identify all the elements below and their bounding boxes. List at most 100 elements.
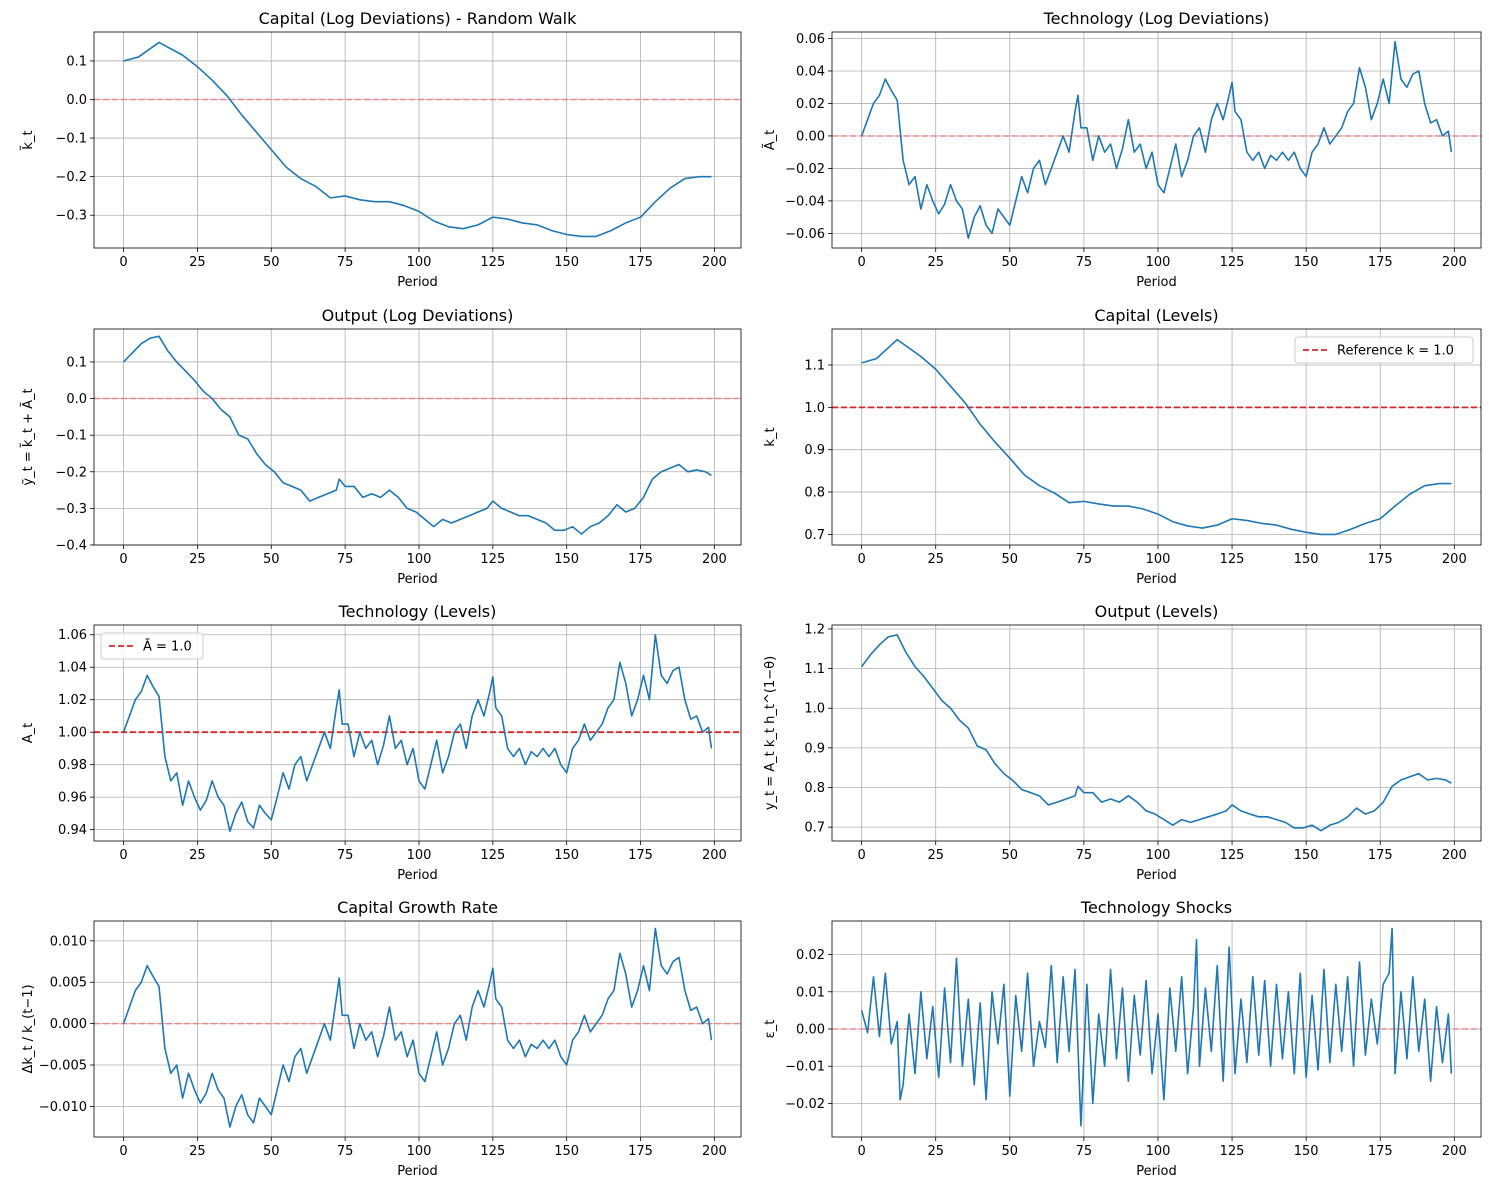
y-tick-label: 0.9 bbox=[804, 741, 825, 756]
x-tick-label: 200 bbox=[702, 552, 727, 567]
subplot-title: Technology (Log Deviations) bbox=[1043, 9, 1270, 28]
subplot-5: 0 25 50 75 100 125 150 175 200 0.94 0.96 0.98 1.00 1.… bbox=[21, 602, 742, 883]
y-tick-label: 0.00 bbox=[796, 129, 825, 144]
x-tick-label: 0 bbox=[119, 848, 127, 863]
x-tick-label: 175 bbox=[628, 848, 653, 863]
subplot-4: 0 25 50 75 100 125 150 175 200 0.7 0.8 0.9 1.0 1.1 Cap… bbox=[763, 306, 1482, 587]
series-line bbox=[861, 338, 1452, 536]
axes-frame bbox=[831, 920, 1482, 1138]
y-tick-label: 0.7 bbox=[804, 528, 825, 543]
y-tick-label: −0.01 bbox=[785, 1060, 825, 1075]
legend-label: Reference k = 1.0 bbox=[1337, 344, 1454, 359]
x-tick-label: 150 bbox=[554, 1144, 579, 1159]
y-tick-label: −0.3 bbox=[55, 209, 87, 224]
subplot-6: 0 25 50 75 100 125 150 175 200 0.7 0.8 0.9 1.0 1.1 1.2… bbox=[763, 602, 1482, 883]
y-tick-label: 1.00 bbox=[58, 726, 87, 741]
y-tick-label: 0.02 bbox=[796, 948, 825, 963]
y-tick-label: 0.1 bbox=[66, 54, 87, 69]
x-tick-label: 100 bbox=[407, 552, 432, 567]
x-tick-label: 150 bbox=[554, 552, 579, 567]
y-tick-label: −0.06 bbox=[785, 227, 825, 242]
x-tick-label: 200 bbox=[1442, 848, 1467, 863]
x-tick-label: 150 bbox=[1294, 255, 1319, 270]
y-tick-label: 1.1 bbox=[804, 662, 825, 677]
x-tick-label: 100 bbox=[1146, 552, 1171, 567]
y-tick-label: 0.8 bbox=[804, 486, 825, 501]
y-tick-label: 0.010 bbox=[50, 934, 87, 949]
x-tick-label: 25 bbox=[189, 1144, 206, 1159]
x-tick-label: 100 bbox=[407, 848, 432, 863]
x-tick-label: 75 bbox=[1076, 552, 1093, 567]
x-tick-label: 150 bbox=[1294, 1144, 1319, 1159]
x-tick-label: 125 bbox=[480, 848, 505, 863]
x-tick-label: 0 bbox=[119, 255, 127, 270]
x-tick-label: 50 bbox=[1002, 1144, 1019, 1159]
y-tick-label: 0.0 bbox=[66, 392, 87, 407]
y-tick-label: 0.06 bbox=[796, 32, 825, 47]
x-tick-label: 0 bbox=[857, 848, 865, 863]
y-tick-label: 0.01 bbox=[796, 985, 825, 1000]
subplot-title: Output (Levels) bbox=[1095, 602, 1219, 621]
x-tick-label: 0 bbox=[857, 552, 865, 567]
x-tick-label: 150 bbox=[554, 255, 579, 270]
x-axis-label: Period bbox=[397, 572, 438, 587]
series-line bbox=[122, 335, 712, 535]
y-tick-label: 1.04 bbox=[58, 661, 87, 676]
series-line bbox=[123, 41, 712, 238]
x-axis-label: Period bbox=[397, 275, 438, 290]
legend-box bbox=[1294, 336, 1474, 364]
axes-frame bbox=[831, 624, 1482, 842]
y-tick-label: 0.94 bbox=[58, 823, 87, 838]
series-line bbox=[860, 634, 1452, 832]
x-tick-label: 200 bbox=[1442, 552, 1467, 567]
x-tick-label: 50 bbox=[1002, 552, 1019, 567]
x-tick-label: 150 bbox=[1294, 848, 1319, 863]
y-tick-label: 1.0 bbox=[804, 702, 825, 717]
x-tick-label: 50 bbox=[1002, 255, 1019, 270]
x-tick-label: 175 bbox=[628, 1144, 653, 1159]
subplot-3: 0 25 50 75 100 125 150 175 200 −0.4 −0.3 −0.2 −0.1 0.… bbox=[20, 306, 742, 587]
subplot-title: Technology Shocks bbox=[1080, 898, 1232, 917]
x-tick-label: 125 bbox=[1220, 552, 1245, 567]
series-line bbox=[122, 927, 713, 1128]
y-axis-label: y_t = A_t k_t h_t^(1−θ) bbox=[763, 656, 778, 810]
legend-label: Ā = 1.0 bbox=[143, 640, 192, 655]
x-tick-label: 125 bbox=[1220, 255, 1245, 270]
x-axis-label: Period bbox=[1136, 275, 1177, 290]
y-tick-label: 1.0 bbox=[804, 401, 825, 416]
x-tick-label: 175 bbox=[1368, 255, 1393, 270]
x-tick-label: 175 bbox=[628, 552, 653, 567]
x-tick-label: 50 bbox=[263, 1144, 280, 1159]
x-tick-label: 100 bbox=[407, 1144, 432, 1159]
x-tick-label: 125 bbox=[480, 1144, 505, 1159]
x-tick-label: 100 bbox=[1146, 1144, 1171, 1159]
x-tick-label: 25 bbox=[189, 552, 206, 567]
y-tick-label: −0.02 bbox=[785, 162, 825, 177]
x-tick-label: 75 bbox=[1076, 848, 1093, 863]
y-tick-label: −0.1 bbox=[55, 429, 87, 444]
subplot-title: Capital (Levels) bbox=[1094, 306, 1218, 325]
legend-box bbox=[100, 632, 204, 660]
x-tick-label: 75 bbox=[1076, 255, 1093, 270]
x-tick-label: 50 bbox=[263, 255, 280, 270]
x-tick-label: 200 bbox=[702, 1144, 727, 1159]
y-axis-label: k̃_t bbox=[21, 130, 36, 150]
x-tick-label: 25 bbox=[189, 255, 206, 270]
x-axis-label: Period bbox=[1136, 1164, 1177, 1179]
y-tick-label: −0.1 bbox=[55, 132, 87, 147]
y-tick-label: 0.005 bbox=[50, 976, 87, 991]
x-tick-label: 50 bbox=[1002, 848, 1019, 863]
axes-frame bbox=[93, 328, 742, 546]
y-tick-label: 0.000 bbox=[50, 1017, 87, 1032]
x-tick-label: 125 bbox=[480, 552, 505, 567]
x-tick-label: 125 bbox=[480, 255, 505, 270]
y-tick-label: 0.7 bbox=[804, 821, 825, 836]
y-tick-label: 1.02 bbox=[58, 693, 87, 708]
y-tick-label: 0.02 bbox=[796, 97, 825, 112]
subplot-title: Output (Log Deviations) bbox=[322, 306, 514, 325]
x-tick-label: 50 bbox=[263, 848, 280, 863]
y-tick-label: 0.9 bbox=[804, 443, 825, 458]
x-tick-label: 150 bbox=[554, 848, 579, 863]
